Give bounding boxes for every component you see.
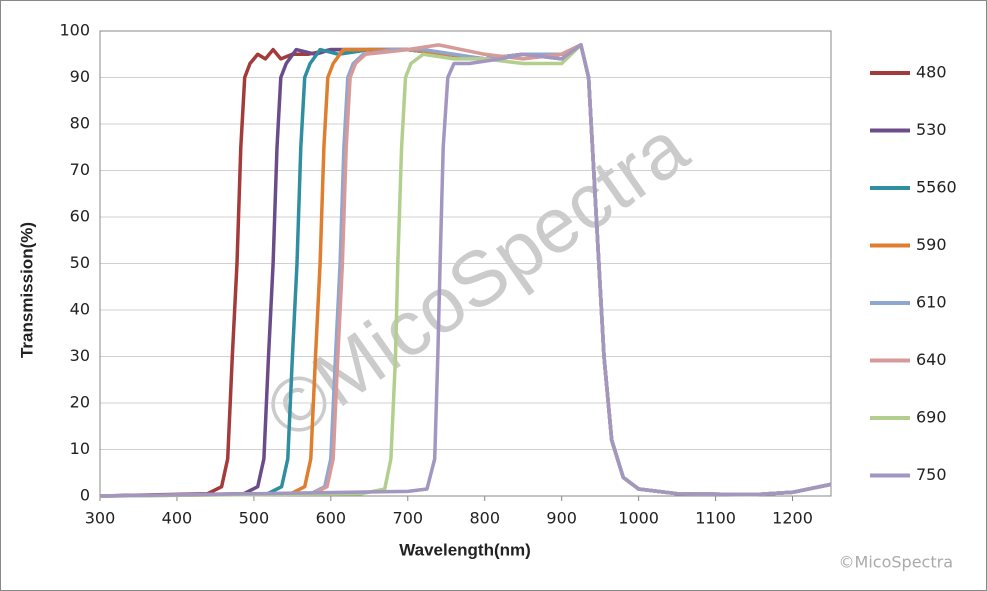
x-tick-label: 600 (316, 509, 347, 528)
legend-label: 640 (916, 350, 947, 369)
x-tick-label: 300 (85, 509, 116, 528)
y-tick-label: 50 (70, 253, 90, 272)
legend-label: 5560 (916, 178, 957, 197)
x-axis-label: Wavelength(nm) (399, 540, 531, 559)
x-tick-label: 800 (469, 509, 500, 528)
legend-label: 610 (916, 293, 947, 312)
legend-label: 480 (916, 63, 947, 82)
plot-border (99, 30, 832, 497)
legend-label: 530 (916, 120, 947, 139)
y-tick-label: 30 (70, 346, 90, 365)
y-tick-label: 100 (59, 21, 90, 40)
credit: ©MicoSpectra (839, 553, 953, 572)
legend-label: 750 (916, 465, 947, 484)
x-tick-label: 1000 (618, 509, 659, 528)
y-tick-label: 80 (70, 114, 90, 133)
x-tick-label: 400 (162, 509, 193, 528)
x-tick-label: 1100 (695, 509, 736, 528)
y-tick-label: 0 (80, 486, 90, 505)
series-line (99, 43, 832, 498)
y-tick-label: 40 (70, 300, 90, 319)
x-tick-label: 1200 (772, 509, 813, 528)
y-tick-label: 90 (70, 67, 90, 86)
legend-label: 690 (916, 408, 947, 427)
y-tick-label: 10 (70, 439, 90, 458)
y-tick-label: 70 (70, 160, 90, 179)
x-tick-label: 700 (393, 509, 424, 528)
legend-label: 590 (916, 235, 947, 254)
x-tick-label: 900 (546, 509, 577, 528)
y-tick-label: 60 (70, 207, 90, 226)
y-axis-label: Transmission(%) (17, 222, 36, 358)
x-tick-label: 500 (239, 509, 270, 528)
y-tick-label: 20 (70, 393, 90, 412)
